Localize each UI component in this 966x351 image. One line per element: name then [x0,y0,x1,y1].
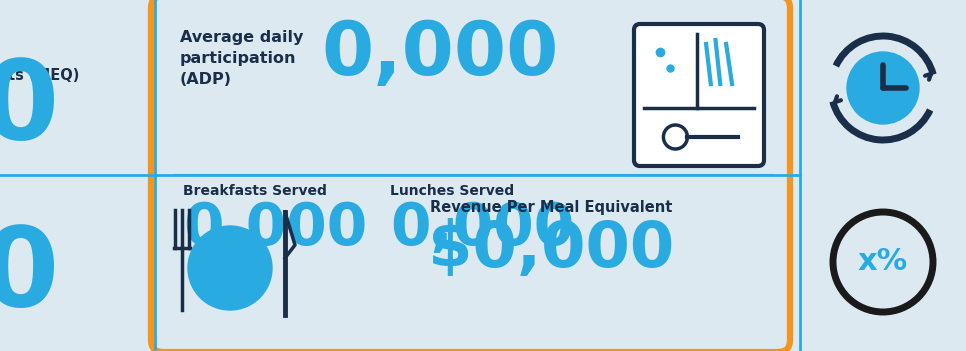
Circle shape [188,226,272,310]
Text: 0: 0 [0,55,59,162]
Text: 0: 0 [0,222,59,329]
Text: $0,000: $0,000 [428,218,674,280]
Circle shape [664,125,688,149]
Text: Lunches Served: Lunches Served [390,184,514,198]
Text: ts (MEQ): ts (MEQ) [8,68,79,83]
FancyBboxPatch shape [634,24,764,166]
Text: 0,000: 0,000 [390,200,574,257]
Text: Revenue Per Meal Equivalent: Revenue Per Meal Equivalent [430,200,672,215]
Circle shape [833,212,933,312]
Text: Breakfasts Served: Breakfasts Served [183,184,327,198]
FancyBboxPatch shape [151,0,790,351]
Circle shape [847,52,919,124]
Text: Average daily
participation
(ADP): Average daily participation (ADP) [180,30,303,87]
Text: 0,000: 0,000 [183,200,367,257]
Text: x%: x% [858,247,908,277]
Text: 0,000: 0,000 [322,18,558,91]
